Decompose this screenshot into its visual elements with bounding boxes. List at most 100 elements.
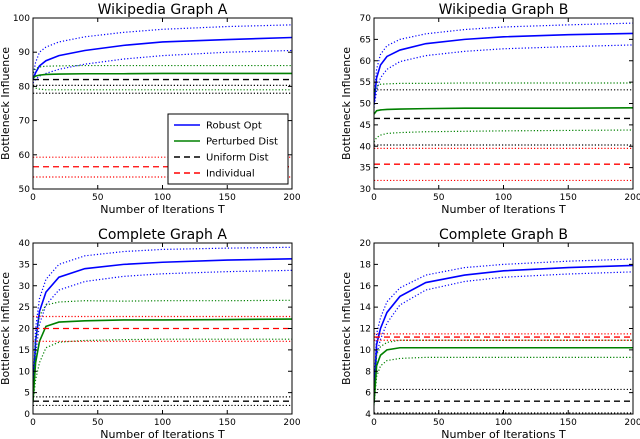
chart-2-series-robust-opt-lower	[374, 44, 633, 108]
chart-1-y-tick-label: 50	[19, 185, 31, 195]
chart-1-x-tick-label: 150	[219, 193, 236, 203]
chart-4-y-axis-label: Bottleneck Influence	[340, 272, 353, 385]
chart-4-series-robust-opt-lower	[374, 271, 633, 404]
chart-2-x-tick-label: 200	[624, 193, 640, 203]
chart-4-x-tick-label: 50	[433, 418, 445, 428]
chart-1-series-robust-opt-upper	[33, 24, 292, 77]
chart-3-title: Complete Graph A	[98, 227, 227, 243]
chart-4-y-tick-label: 10	[360, 346, 372, 356]
chart-3-x-tick-label: 150	[219, 418, 236, 428]
chart-2-x-tick-label: 50	[433, 193, 445, 203]
chart-2-series-robust-opt	[374, 32, 633, 104]
chart-3-y-tick-label: 5	[24, 389, 30, 399]
chart-1-x-tick-label: 50	[92, 193, 104, 203]
chart-1-x-tick-label: 0	[30, 193, 36, 203]
chart-4-series-group	[374, 258, 633, 414]
chart-4-title: Complete Graph B	[439, 227, 568, 243]
chart-4-series-robust-opt-upper	[374, 258, 633, 393]
chart-3-series-perturbed-dist-upper	[33, 299, 292, 400]
chart-4-y-tick-label: 8	[365, 367, 371, 377]
chart-4-y-tick-label: 4	[365, 410, 371, 420]
chart-2-panel: 0 50 100 150 200 30 35 40 45 50 55 60 65 70 Wikipedia …	[340, 2, 640, 216]
chart-4-axes-frame	[373, 242, 634, 415]
chart-4-series-perturbed-dist-lower	[374, 356, 633, 406]
chart-1-x-axis-label: Number of Iterations T	[100, 203, 225, 216]
chart-2-y-axis-label: Bottleneck Influence	[340, 47, 353, 160]
chart-3-x-tick-label: 200	[283, 418, 300, 428]
chart-3-y-tick-label: 10	[19, 367, 31, 377]
chart-1-series-robust-opt	[33, 36, 292, 80]
chart-3-series-perturbed-dist	[33, 318, 292, 402]
chart-2-y-tick-label: 60	[360, 57, 372, 67]
chart-4-series-perturbed-dist-upper	[374, 339, 633, 399]
chart-3-y-tick-label: 0	[24, 410, 30, 420]
chart-2-axes-frame	[373, 17, 634, 190]
chart-1-legend-label-individual: Individual	[206, 169, 255, 180]
chart-3-y-tick-label: 40	[19, 239, 31, 249]
chart-2-x-tick-label: 150	[560, 193, 577, 203]
chart-1-y-tick-label: 80	[19, 82, 31, 92]
chart-2-y-tick-label: 35	[360, 164, 371, 174]
chart-1-title: Wikipedia Graph A	[98, 2, 228, 18]
chart-2-series-perturbed-dist	[374, 106, 633, 115]
chart-3-x-tick-label: 100	[154, 418, 171, 428]
chart-2-y-tick-label: 55	[360, 78, 371, 88]
chart-1-series-group	[33, 24, 292, 178]
chart-2-x-tick-label: 100	[495, 193, 512, 203]
chart-2-title: Wikipedia Graph B	[439, 2, 569, 18]
chart-1-legend-label-robust-opt: Robust Opt	[206, 121, 262, 132]
chart-4-x-tick-label: 150	[560, 418, 577, 428]
chart-3-y-tick-label: 20	[19, 325, 31, 335]
chart-1-x-tick-label: 200	[283, 193, 300, 203]
chart-3-x-tick-label: 50	[92, 418, 104, 428]
chart-4-x-tick-label: 200	[624, 418, 640, 428]
chart-3-y-axis-label: Bottleneck Influence	[0, 272, 12, 385]
chart-1-series-perturbed-dist	[33, 72, 292, 79]
chart-4-x-axis-label: Number of Iterations T	[441, 428, 566, 439]
chart-1-y-axis-label: Bottleneck Influence	[0, 47, 12, 160]
chart-2-series-perturbed-dist-lower	[374, 129, 633, 143]
chart-4-panel: 0 50 100 150 200 4 6 8 10 12 14 16 18 20 Complete Grap…	[340, 227, 640, 439]
chart-3-x-axis-label: Number of Iterations T	[100, 428, 225, 439]
chart-2-y-tick-label: 45	[360, 121, 371, 131]
chart-2-y-tick-label: 70	[360, 14, 372, 24]
chart-1-y-tick-label: 90	[19, 48, 31, 58]
chart-1-legend-label-uniform-dist: Uniform Dist	[206, 153, 269, 164]
chart-2-y-tick-label: 30	[360, 185, 372, 195]
chart-1-series-perturbed-dist-lower	[33, 85, 292, 91]
chart-3-series-group	[33, 246, 292, 407]
chart-4-series-robust-opt	[374, 264, 633, 399]
chart-1-y-tick-label: 100	[13, 14, 30, 24]
chart-2-y-tick-label: 40	[360, 142, 372, 152]
chart-4-x-tick-label: 0	[371, 418, 377, 428]
chart-1-series-robust-opt-lower	[33, 49, 292, 84]
chart-1-x-tick-label: 100	[154, 193, 171, 203]
chart-4-y-tick-label: 14	[360, 303, 372, 313]
chart-4-y-tick-label: 12	[360, 325, 371, 335]
chart-3-y-tick-label: 25	[19, 303, 30, 313]
chart-4-y-tick-label: 18	[360, 260, 372, 270]
chart-2-y-tick-label: 65	[360, 35, 371, 45]
chart-3-y-tick-label: 30	[19, 282, 31, 292]
chart-1-legend-label-perturbed-dist: Perturbed Dist	[206, 137, 278, 148]
chart-1-series-perturbed-dist-upper	[33, 64, 292, 74]
chart-2-series-perturbed-dist-upper	[374, 82, 633, 96]
chart-3-y-tick-label: 35	[19, 260, 30, 270]
chart-4-y-tick-label: 16	[360, 282, 372, 292]
chart-1-y-tick-label: 60	[19, 151, 31, 161]
chart-1-y-tick-label: 70	[19, 117, 31, 127]
chart-3-panel: 0 50 100 150 200 0 5 10 15 20 25 30 35 40 Complete Gra…	[0, 227, 301, 439]
chart-2-x-axis-label: Number of Iterations T	[441, 203, 566, 216]
chart-3-series-perturbed-dist-lower	[33, 338, 292, 404]
chart-3-y-tick-label: 15	[19, 346, 30, 356]
chart-4-y-tick-label: 20	[360, 239, 372, 249]
chart-3-x-tick-label: 0	[30, 418, 36, 428]
chart-3-series-robust-opt-lower	[33, 269, 292, 400]
chart-4-series-perturbed-dist	[374, 346, 633, 404]
chart-2-series-group	[374, 22, 633, 182]
chart-3-series-robust-opt	[33, 258, 292, 397]
chart-4-x-tick-label: 100	[495, 418, 512, 428]
chart-2-y-tick-label: 50	[360, 100, 372, 110]
